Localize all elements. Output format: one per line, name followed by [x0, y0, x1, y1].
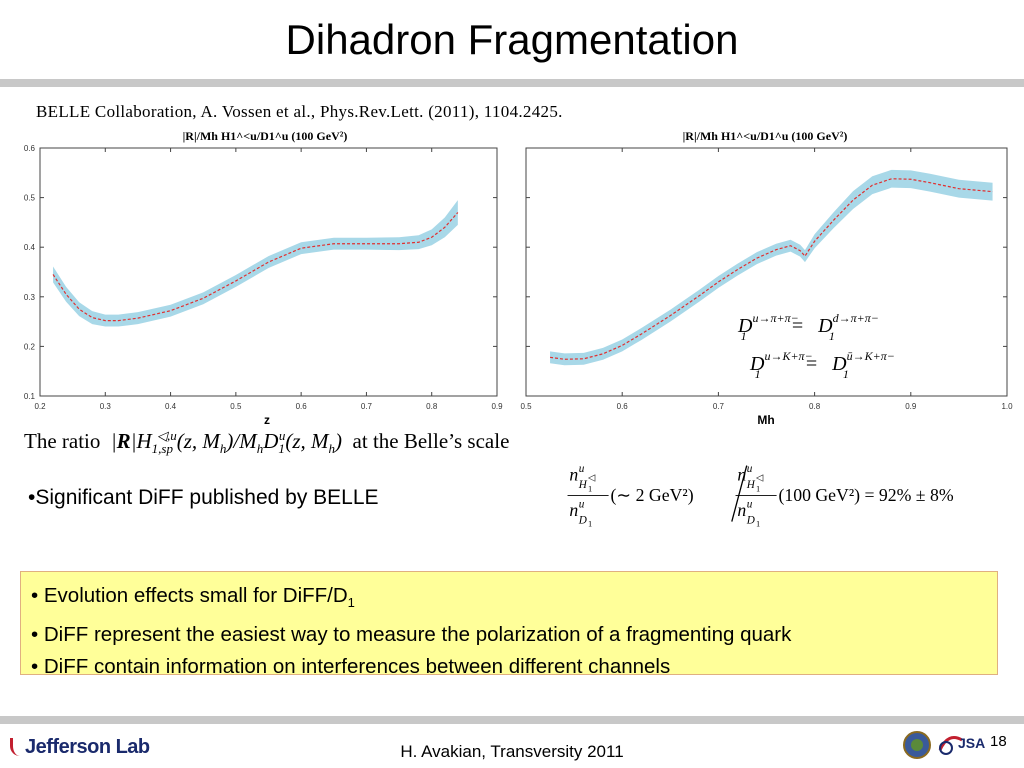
svg-text:n: n — [737, 465, 746, 485]
left-bullet: •Significant DiFF published by BELLE — [28, 486, 379, 509]
x-tick-label: 0.2 — [34, 402, 46, 411]
summary-line-3: • DiFF contain information on interferen… — [31, 655, 671, 679]
x-tick-label: 0.5 — [230, 402, 242, 411]
plot-caption: The ratio |R|H1,sp◁,u(z, Mh)/MhD1u(z, Mh… — [24, 428, 509, 457]
svg-text:1: 1 — [588, 485, 592, 494]
title-divider — [0, 79, 1024, 87]
caption-suffix: at the Belle’s scale — [352, 429, 510, 453]
svg-text:u: u — [747, 499, 753, 511]
page-number: 18 — [990, 733, 1007, 750]
caption-math: |R|H1,sp◁,u(z, Mh)/MhD1u(z, Mh) — [105, 428, 348, 457]
y-tick-label: 0.3 — [24, 293, 36, 302]
x-tick-label: 0.3 — [100, 402, 112, 411]
slide-title: Dihadron Fragmentation — [285, 16, 739, 63]
svg-text:u: u — [579, 499, 585, 511]
x-tick-label: 0.6 — [617, 402, 629, 411]
jefferson-lab-logo: Jefferson Lab — [10, 736, 150, 759]
jsa-logo-text: JSA — [958, 735, 985, 751]
svg-text:◁: ◁ — [756, 474, 763, 484]
left-plot: 0.2 0.3 0.4 0.5 0.6 0.7 0.8 0.90.10.20.30.40.50… — [24, 144, 503, 411]
scale-high-text: (100 GeV²) = 92% ± 8% — [778, 485, 953, 505]
uncertainty-band — [550, 169, 993, 366]
svg-text:D: D — [746, 514, 755, 526]
x-tick-label: 0.9 — [491, 402, 503, 411]
x-tick-label: 0.4 — [165, 402, 177, 411]
x-tick-label: 1.0 — [1001, 402, 1013, 411]
svg-text:u: u — [579, 463, 585, 475]
x-tick-label: 0.7 — [361, 402, 373, 411]
summary-box: • Evolution effects small for DiFF/D1 • … — [20, 571, 998, 678]
y-tick-label: 0.6 — [24, 144, 36, 153]
x-tick-label: 0.8 — [426, 402, 438, 411]
svg-text:D: D — [578, 514, 587, 526]
svg-text:n: n — [569, 465, 578, 485]
x-tick-label: 0.7 — [713, 402, 725, 411]
svg-text:n: n — [569, 500, 578, 520]
x-tick-label: 0.9 — [905, 402, 917, 411]
fragmentation-plots: 0.2 0.3 0.4 0.5 0.6 0.7 0.8 0.90.10.20.30.40.50… — [24, 129, 1013, 427]
uncertainty-band — [53, 200, 458, 327]
jsa-swoosh-icon — [938, 736, 963, 751]
caption-prefix: The ratio — [24, 429, 101, 453]
x-tick-label: 0.5 — [520, 402, 532, 411]
plot-frame — [39, 147, 498, 397]
svg-text:1: 1 — [756, 485, 760, 494]
x-tick-label: 0.8 — [809, 402, 821, 411]
footer-divider — [0, 716, 1024, 724]
sponsor-logos: JSA — [903, 731, 985, 759]
svg-text:H: H — [578, 479, 588, 491]
svg-text:u: u — [747, 463, 753, 475]
svg-text:1: 1 — [756, 519, 760, 528]
svg-text:n: n — [737, 500, 746, 520]
summary-line-2: • DiFF represent the easiest way to meas… — [31, 623, 792, 647]
y-tick-label: 0.4 — [24, 243, 36, 252]
y-tick-label: 0.1 — [24, 392, 36, 401]
left-plot-title: |R|/Mh H1^<u/D1^u (100 GeV²) — [183, 129, 348, 143]
right-plot: 0.5 0.6 0.7 0.8 0.9 1.0 — [520, 147, 1013, 411]
central-curve — [549, 178, 993, 360]
right-plot-title: |R|/Mh H1^<u/D1^u (100 GeV²) — [683, 129, 848, 143]
left-x-axis-label: z — [264, 413, 270, 427]
svg-text:H: H — [746, 479, 756, 491]
citation: BELLE Collaboration, A. Vossen et al., P… — [36, 102, 563, 121]
x-tick-label: 0.6 — [296, 402, 308, 411]
y-tick-label: 0.2 — [24, 342, 36, 351]
right-x-axis-label: Mh — [757, 413, 774, 427]
footer-author: H. Avakian, Transversity 2011 — [400, 742, 624, 761]
central-curve — [52, 212, 459, 322]
summary-line-1: • Evolution effects small for DiFF/D1 — [31, 584, 355, 611]
svg-text:1: 1 — [588, 519, 592, 528]
y-tick-label: 0.5 — [24, 194, 36, 203]
scale-low-text: (∼ 2 GeV²) — [610, 485, 693, 505]
svg-text:◁: ◁ — [588, 474, 595, 484]
